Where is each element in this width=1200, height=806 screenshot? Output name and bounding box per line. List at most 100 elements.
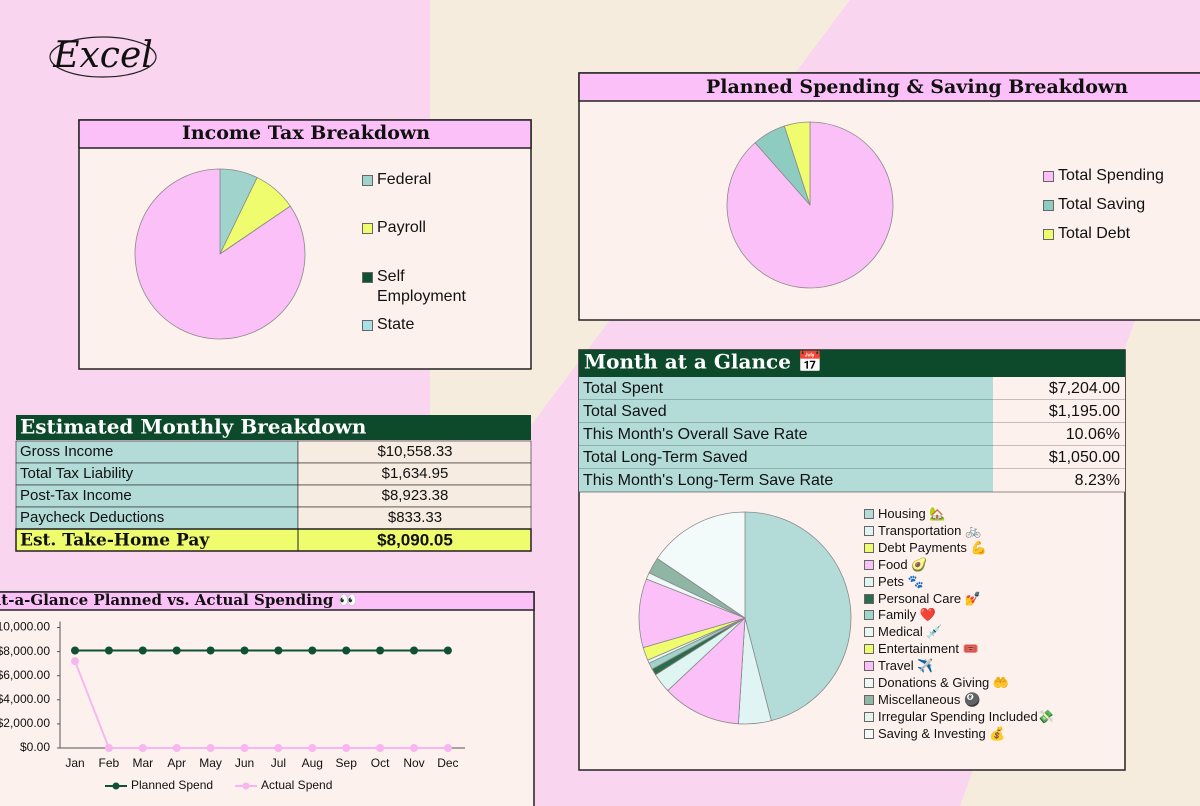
legend-label: Irregular Spending Included💸 bbox=[878, 708, 1054, 724]
data-point bbox=[443, 646, 452, 655]
legend-label: Transportation 🚲 bbox=[878, 522, 982, 538]
row-label: Paycheck Deductions bbox=[20, 509, 164, 526]
table-cell bbox=[993, 469, 1125, 492]
x-tick-label: Feb bbox=[99, 756, 120, 770]
legend-item: Total Saving bbox=[1043, 195, 1193, 215]
chart-title: Month-at-a-Glance Planned vs. Actual Spe… bbox=[0, 591, 357, 609]
legend-item: Entertainment 🎟️ bbox=[864, 641, 1104, 657]
legend-item: Federal bbox=[362, 170, 477, 190]
table-title: Estimated Monthly Breakdown bbox=[20, 415, 367, 439]
data-point bbox=[206, 744, 215, 752]
total-value: $8,090.05 bbox=[377, 530, 453, 549]
data-point bbox=[443, 744, 452, 752]
row-label: Gross Income bbox=[20, 443, 113, 460]
legend-item: Donations & Giving 🤲 bbox=[864, 675, 1104, 691]
data-point bbox=[138, 744, 147, 752]
legend-label: Payroll bbox=[377, 219, 426, 236]
legend-item: Housing 🏡 bbox=[864, 506, 1104, 522]
legend-item: Debt Payments 💪 bbox=[864, 540, 1104, 556]
row-label: Total Long-Term Saved bbox=[583, 449, 748, 466]
y-tick-label: $4,000.00 bbox=[0, 692, 50, 706]
panel-header bbox=[0, 591, 535, 611]
x-tick-label: Jun bbox=[235, 756, 254, 770]
legend-swatch bbox=[362, 223, 373, 234]
table-cell bbox=[993, 400, 1125, 423]
data-point bbox=[410, 646, 418, 655]
table-cell bbox=[579, 469, 993, 492]
x-tick-label: Sep bbox=[336, 756, 358, 770]
legend-item: Miscellaneous 🎱 bbox=[864, 692, 1104, 708]
x-tick-label: Jul bbox=[271, 756, 286, 770]
data-point bbox=[410, 744, 418, 752]
legend-label: Total Spending bbox=[1058, 167, 1164, 184]
data-point bbox=[104, 744, 113, 752]
data-point bbox=[71, 646, 79, 655]
row-value: $8,923.38 bbox=[382, 487, 449, 504]
data-point bbox=[71, 657, 79, 666]
chart-title: Income Tax Breakdown bbox=[182, 122, 430, 144]
legend-item: Total Debt bbox=[1043, 224, 1193, 244]
panel-header bbox=[578, 72, 1200, 102]
data-point bbox=[172, 646, 181, 655]
x-tick-label: Dec bbox=[437, 756, 458, 770]
legend-item: Payroll bbox=[362, 218, 477, 238]
legend-label: Total Saving bbox=[1058, 196, 1146, 213]
legend-swatch bbox=[1043, 200, 1054, 211]
legend-label: Federal bbox=[377, 171, 432, 188]
legend-swatch bbox=[864, 559, 874, 570]
data-point bbox=[376, 744, 385, 752]
legend-swatch bbox=[864, 627, 874, 638]
legend-label: Planned Spend bbox=[131, 778, 213, 792]
x-tick-label: Aug bbox=[302, 756, 323, 770]
data-point bbox=[376, 646, 385, 655]
legend-item: Transportation 🚲 bbox=[864, 523, 1104, 539]
y-tick-label: $6,000.00 bbox=[0, 668, 50, 682]
legend-label: State bbox=[377, 316, 415, 333]
legend-item: Personal Care 💅 bbox=[864, 591, 1104, 607]
legend-swatch bbox=[1043, 171, 1054, 182]
table-cell bbox=[579, 446, 993, 469]
y-tick-label: $2,000.00 bbox=[0, 716, 50, 730]
row-label: Total Spent bbox=[583, 380, 664, 397]
row-value: $7,204.00 bbox=[1049, 380, 1120, 397]
table-title: Month at a Glance 📅 bbox=[584, 350, 823, 374]
legend-label: Entertainment 🎟️ bbox=[878, 641, 979, 657]
legend-item: Travel ✈️ bbox=[864, 658, 1104, 674]
legend-item: Self Employment bbox=[362, 267, 477, 307]
table-cell bbox=[993, 377, 1125, 400]
legend-swatch bbox=[1043, 229, 1054, 240]
data-point bbox=[274, 646, 283, 655]
legend-item: Pets 🐾 bbox=[864, 574, 1104, 590]
data-point bbox=[240, 646, 249, 655]
row-label: This Month's Overall Save Rate bbox=[583, 426, 808, 443]
legend-swatch bbox=[864, 711, 874, 722]
chart-title: Planned Spending & Saving Breakdown bbox=[706, 76, 1128, 98]
legend-swatch bbox=[362, 320, 373, 331]
legend-item: Saving & Investing 💰 bbox=[864, 726, 1104, 742]
legend-label: Saving & Investing 💰 bbox=[878, 725, 1006, 741]
y-tick-label: $0.00 bbox=[20, 740, 50, 754]
data-point bbox=[274, 744, 283, 752]
data-point bbox=[172, 744, 181, 752]
legend-item: Family ❤️ bbox=[864, 607, 1104, 623]
row-value: 8.23% bbox=[1075, 472, 1120, 489]
row-value: $1,195.00 bbox=[1049, 403, 1120, 420]
table-cell bbox=[579, 423, 993, 446]
pie-slice bbox=[783, 121, 811, 206]
legend-label: Medical 💉 bbox=[878, 624, 943, 640]
legend-label: Family ❤️ bbox=[878, 607, 937, 623]
legend-label: Personal Care 💅 bbox=[878, 590, 981, 606]
row-value: $833.33 bbox=[388, 509, 442, 526]
pie-slice bbox=[638, 578, 747, 649]
row-value: $1,050.00 bbox=[1049, 449, 1120, 466]
x-tick-label: Nov bbox=[403, 756, 424, 770]
legend-label: Self Employment bbox=[377, 268, 466, 305]
legend-item: Irregular Spending Included💸 bbox=[864, 709, 1104, 725]
legend-label: Housing 🏡 bbox=[878, 506, 946, 521]
legend-marker bbox=[112, 782, 120, 790]
series-line bbox=[74, 660, 448, 749]
legend-swatch bbox=[864, 678, 874, 688]
table-header bbox=[16, 415, 531, 440]
data-point bbox=[240, 744, 249, 752]
